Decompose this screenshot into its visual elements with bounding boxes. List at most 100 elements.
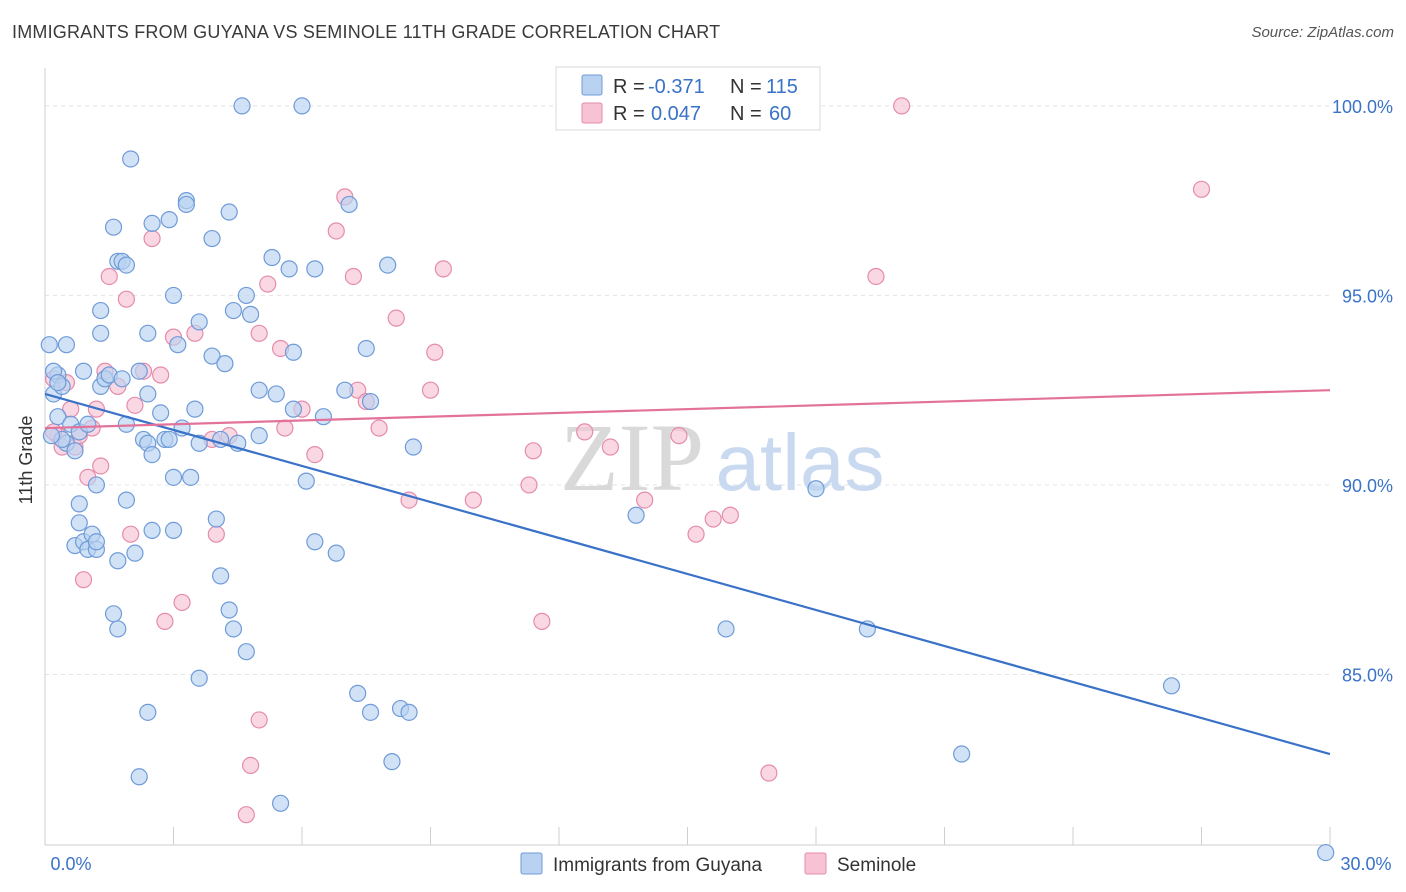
seminole-point	[426, 343, 444, 361]
guyana-point	[164, 286, 183, 305]
seminole-point	[259, 275, 277, 293]
guyana-point	[233, 97, 251, 115]
seminole-point	[524, 442, 542, 460]
guyana-point	[182, 468, 200, 486]
guyana-point	[237, 286, 255, 305]
guyana-point	[104, 218, 123, 236]
legend-n-label-1: N =	[730, 76, 762, 98]
guyana-point	[143, 214, 161, 232]
seminole-point	[1192, 180, 1211, 198]
guyana-point	[400, 703, 418, 721]
bottom-legend-swatch-blue	[520, 852, 543, 875]
guyana-point	[297, 472, 315, 490]
guyana-point	[336, 381, 354, 399]
seminole-point	[893, 97, 911, 115]
legend-swatch-pink	[581, 102, 603, 124]
seminole-trend-line	[44, 389, 1331, 430]
guyana-point	[284, 400, 303, 418]
seminole-point	[520, 476, 538, 494]
guyana-point	[340, 195, 358, 214]
guyana-point	[130, 768, 148, 786]
guyana-point	[361, 703, 380, 721]
guyana-point	[143, 446, 161, 464]
watermark-atlas: atlas	[716, 418, 885, 507]
guyana-point	[242, 305, 260, 323]
seminole-point	[276, 419, 294, 437]
seminole-point	[92, 457, 110, 475]
legend-n-label-2: N =	[730, 103, 762, 125]
chart-title: IMMIGRANTS FROM GUYANA VS SEMINOLE 11TH …	[12, 22, 721, 42]
y-axis-label: 11th Grade	[16, 416, 36, 505]
guyana-point	[237, 643, 255, 661]
seminole-point	[74, 571, 93, 589]
guyana-point	[216, 355, 234, 373]
guyana-point	[190, 313, 208, 331]
guyana-point	[177, 195, 195, 214]
guyana-point	[271, 794, 290, 812]
seminole-point	[636, 491, 654, 509]
guyana-point	[627, 506, 645, 524]
legend-n-value-2: 60	[769, 103, 791, 125]
guyana-point	[404, 438, 422, 456]
guyana-trend-line	[44, 392, 1331, 756]
guyana-point	[79, 415, 97, 433]
seminole-point	[126, 396, 144, 414]
guyana-point	[203, 347, 221, 365]
seminole-point	[464, 491, 482, 509]
correlation-legend: R = -0.371 N = 115 R = 0.047 N = 60	[555, 66, 821, 131]
guyana-point	[109, 552, 127, 570]
guyana-point	[130, 362, 148, 380]
guyana-point	[104, 605, 123, 623]
guyana-point	[42, 427, 61, 445]
seminole-point	[173, 593, 191, 612]
guyana-point	[224, 301, 243, 320]
guyana-point	[87, 533, 106, 551]
guyana-point	[92, 324, 110, 342]
guyana-point	[139, 385, 157, 403]
guyana-point	[314, 408, 333, 426]
guyana-point	[49, 373, 67, 392]
seminole-point	[100, 267, 118, 286]
guyana-point	[807, 480, 825, 498]
legend-r-value-2: 0.047	[651, 103, 701, 125]
guyana-point	[74, 362, 93, 380]
guyana-point	[379, 256, 397, 274]
seminole-point	[122, 525, 140, 543]
guyana-point	[40, 336, 58, 354]
y-tick-label: 95.0%	[1342, 286, 1393, 306]
guyana-point	[66, 442, 84, 460]
guyana-point	[220, 601, 238, 619]
x-tick-label-max: 30.0%	[1340, 854, 1391, 874]
guyana-point	[139, 324, 157, 342]
seminole-point	[207, 525, 225, 543]
y-tick-label: 85.0%	[1342, 665, 1393, 685]
seminole-point	[242, 756, 260, 775]
guyana-point	[224, 620, 243, 638]
guyana-point	[250, 427, 268, 445]
grid	[45, 105, 1330, 675]
bottom-legend-label-guyana: Immigrants from Guyana	[553, 855, 762, 876]
guyana-point	[207, 510, 225, 528]
guyana-point	[49, 408, 67, 426]
y-tick-label: 90.0%	[1342, 476, 1393, 496]
guyana-point	[1317, 843, 1335, 862]
seminole-point	[143, 229, 161, 248]
guyana-point	[263, 248, 281, 267]
guyana-point	[117, 256, 135, 274]
seminole-point	[327, 222, 345, 240]
guyana-point	[357, 339, 375, 358]
guyana-point	[169, 336, 187, 354]
seminole-point	[250, 711, 268, 729]
guyana-point	[190, 669, 208, 687]
guyana-point	[284, 343, 303, 361]
guyana-point	[164, 521, 183, 540]
legend-r-value-1: -0.371	[648, 76, 705, 98]
guyana-point	[164, 468, 183, 486]
guyana-point	[70, 514, 88, 532]
guyana-point	[160, 430, 178, 449]
guyana-point	[186, 400, 204, 418]
legend-n-value-1: 115	[766, 76, 798, 98]
trend-lines	[44, 389, 1331, 756]
x-tick-label-min: 0.0%	[50, 854, 91, 874]
watermark-zip: ZIP	[560, 404, 704, 511]
